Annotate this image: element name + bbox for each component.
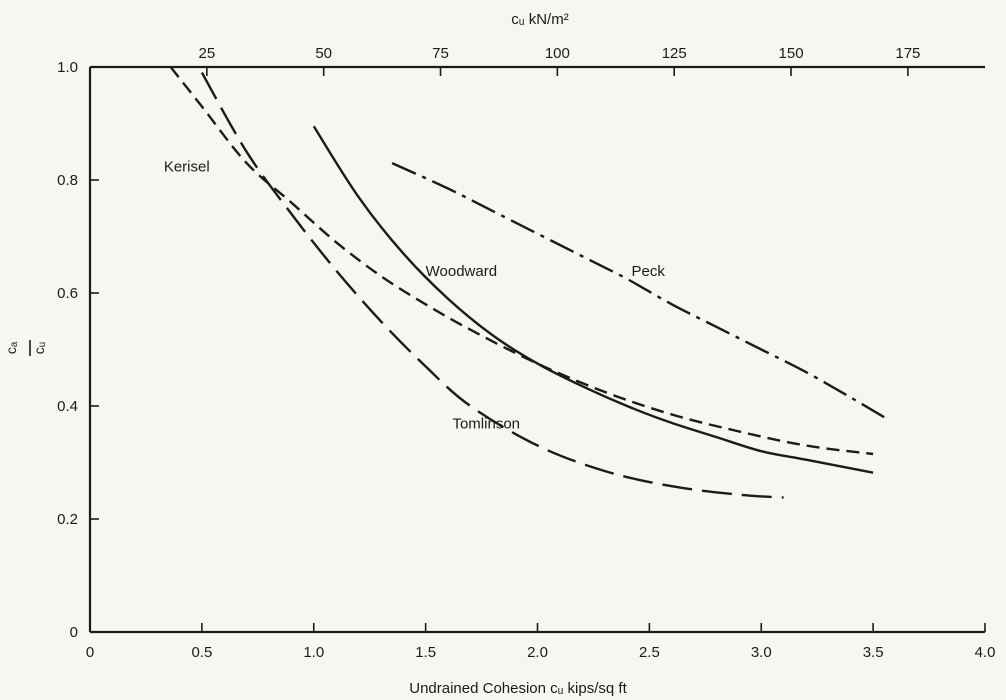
top-x-tick-label: 125 [662,45,687,62]
series-line-kerisel [169,66,874,456]
y-tick-label: 0.2 [57,511,78,528]
curve-label-peck: Peck [631,263,665,280]
top-x-tick-label: 50 [315,45,332,62]
y-tick-label: 0.6 [57,285,78,302]
curve-label-woodward: Woodward [426,263,497,280]
curve-label-kerisel: Kerisel [164,159,210,176]
curve-labels: Kerisel Woodward Peck Tomlinson [164,159,665,433]
x-tick-label: 0.5 [191,644,212,661]
x-tick-label: 4.0 [975,644,996,661]
y-axis-title-numerator: cₐ [3,341,19,354]
series-lines [169,66,885,499]
top-x-tick-label: 100 [545,45,570,62]
x-tick-label: 2.5 [639,644,660,661]
x-tick-label: 1.5 [415,644,436,661]
top-x-axis-title: cᵤ kN/m² [511,11,568,28]
x-tick-label: 3.0 [751,644,772,661]
y-axis-title-denominator: cᵤ [31,342,47,354]
x-tick-label: 1.0 [303,644,324,661]
y-tick-label: 0.8 [57,172,78,189]
top-x-tick-label: 25 [198,45,215,62]
x-tick-label: 3.5 [863,644,884,661]
x-axis-title: Undrained Cohesion cᵤ kips/sq ft [409,680,627,697]
top-x-tick-label: 175 [895,45,920,62]
curve-label-tomlinson: Tomlinson [452,416,520,433]
series-line-woodward [312,125,874,474]
top-x-tick-label: 150 [779,45,804,62]
y-tick-label: 0 [70,624,78,641]
x-tick-label: 2.0 [527,644,548,661]
y-tick-label: 1.0 [57,59,78,76]
axes [88,65,985,634]
x-tick-label: 0 [86,644,94,661]
y-tick-label: 0.4 [57,398,78,415]
y-axis-title: cₐ cᵤ [3,340,47,356]
top-x-tick-label: 75 [432,45,449,62]
series-line-tomlinson [200,72,784,499]
tick-marks: 0 0.5 1.0 1.5 2.0 2.5 3.0 3.5 4.0 25 50 75 100 125 150… [57,45,995,661]
series-line-peck [391,162,885,419]
